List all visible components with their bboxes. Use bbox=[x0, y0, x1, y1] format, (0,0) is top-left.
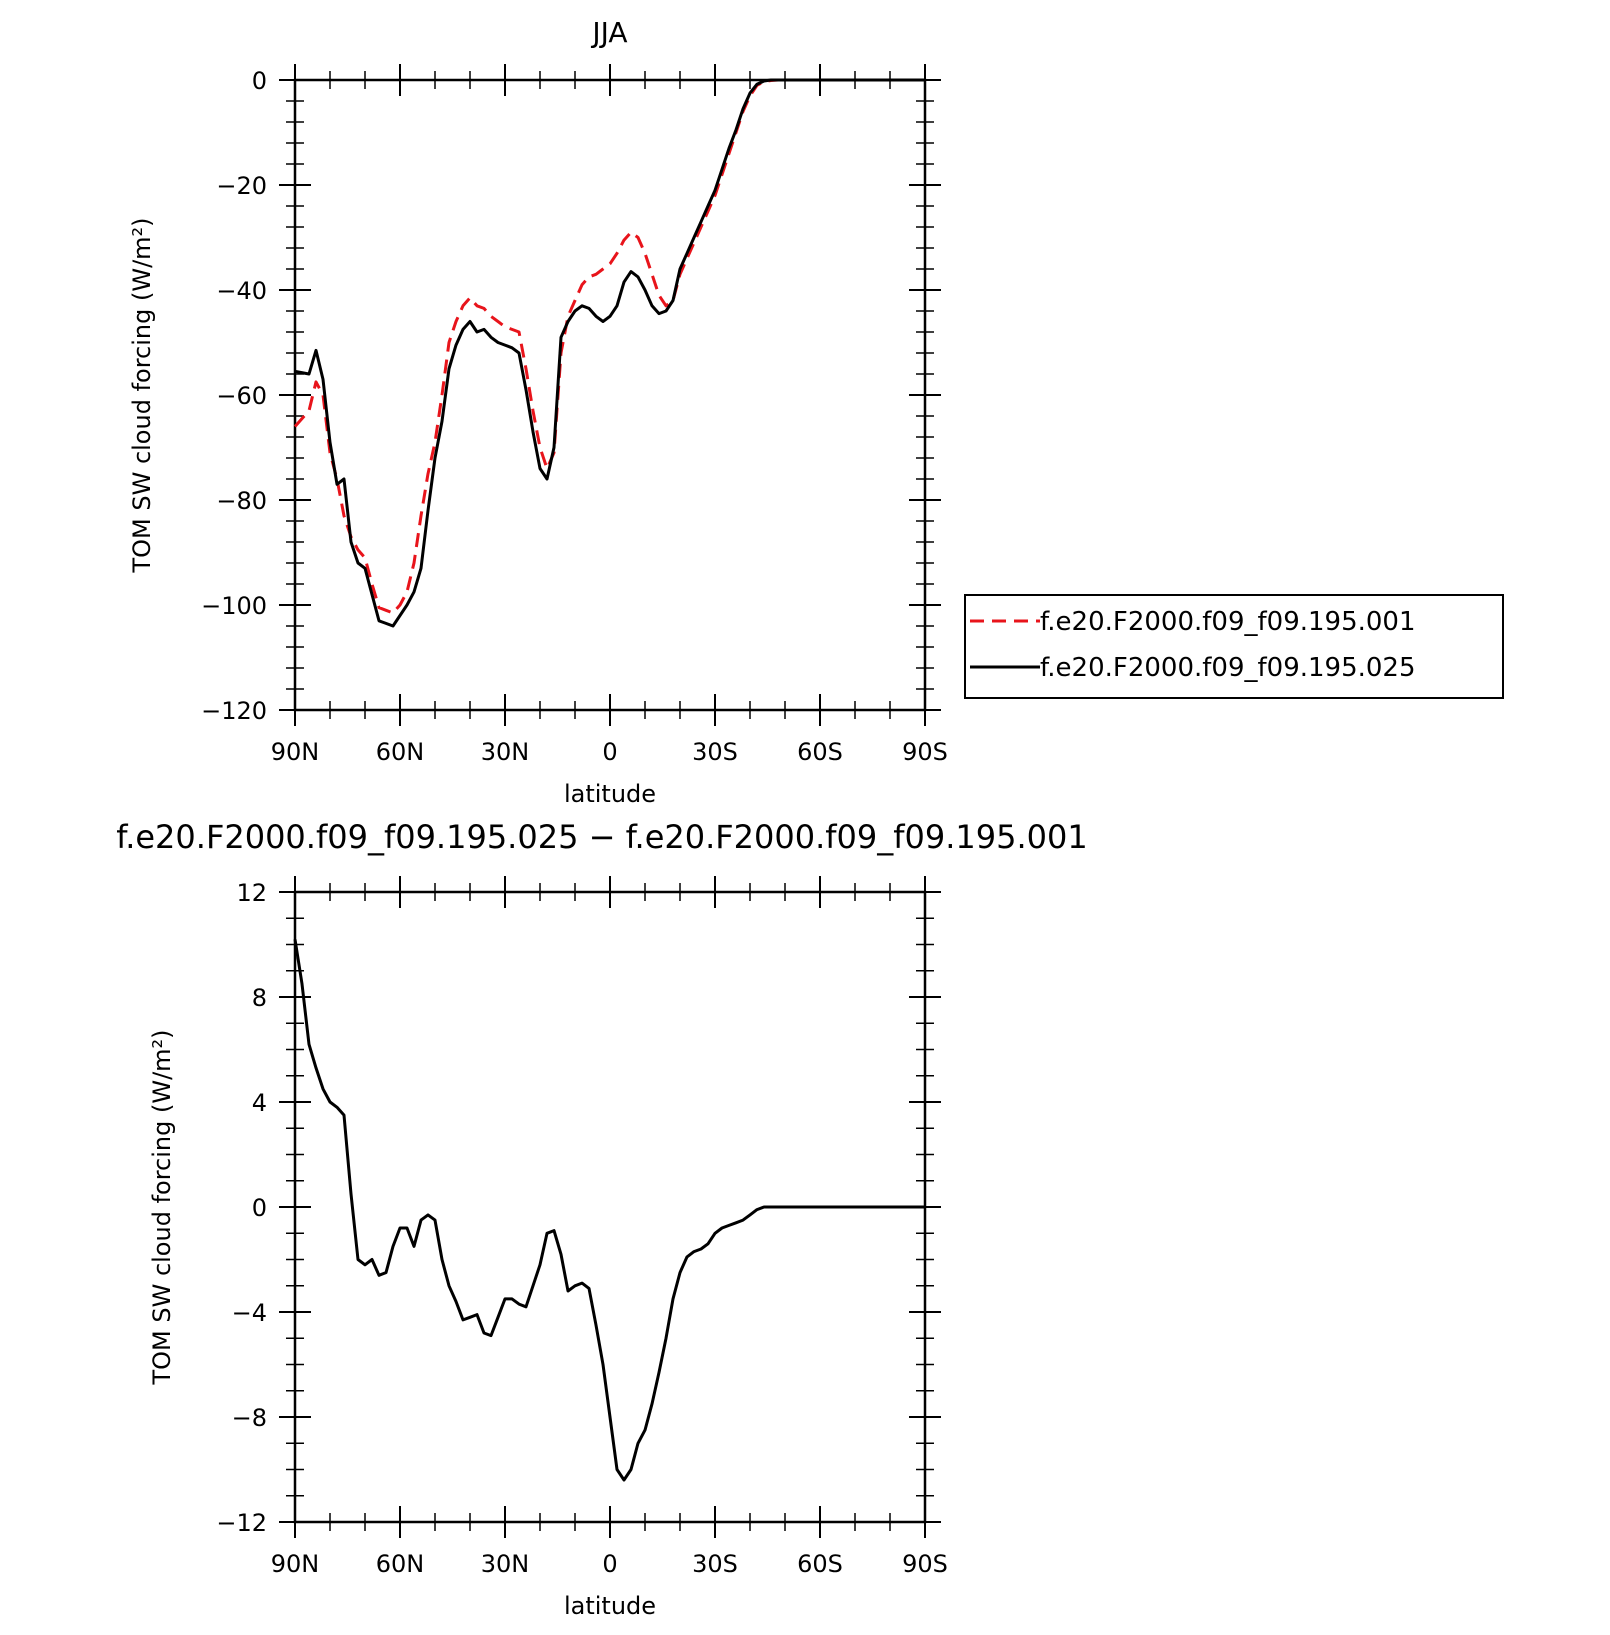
legend-label: f.e20.F2000.f09_f09.195.001 bbox=[1040, 607, 1416, 637]
y-tick-label: 0 bbox=[252, 67, 267, 95]
x-axis-label: latitude bbox=[564, 1592, 656, 1620]
y-tick-label: −100 bbox=[201, 592, 267, 620]
series-line-1 bbox=[293, 78, 925, 615]
x-tick-label: 90N bbox=[271, 1550, 320, 1578]
y-tick-label: −40 bbox=[216, 277, 267, 305]
x-tick-label: 60S bbox=[797, 1550, 843, 1578]
x-tick-label: 30N bbox=[481, 738, 530, 766]
x-axis-label: latitude bbox=[564, 780, 656, 808]
x-tick-label: 0 bbox=[602, 1550, 617, 1578]
chart-panel-2: f.e20.F2000.f09_f09.195.025 − f.e20.F200… bbox=[116, 818, 1088, 1620]
legend-box bbox=[964, 594, 1504, 699]
legend-label: f.e20.F2000.f09_f09.195.025 bbox=[1040, 653, 1416, 683]
y-axis-label: TOM SW cloud forcing (W/m²) bbox=[128, 217, 156, 573]
y-tick-label: 8 bbox=[252, 984, 267, 1012]
y-tick-label: 12 bbox=[236, 879, 267, 907]
series-line-2 bbox=[294, 78, 925, 628]
x-tick-label: 60S bbox=[797, 738, 843, 766]
legend: f.e20.F2000.f09_f09.195.001 f.e20.F2000.f… bbox=[964, 594, 1504, 699]
x-tick-label: 30S bbox=[692, 738, 738, 766]
x-tick-label: 0 bbox=[602, 738, 617, 766]
y-axis-label: TOM SW cloud forcing (W/m²) bbox=[148, 1029, 176, 1385]
y-tick-label: −20 bbox=[216, 172, 267, 200]
y-tick-label: −12 bbox=[216, 1509, 267, 1537]
x-tick-label: 60N bbox=[376, 1550, 425, 1578]
y-tick-label: −120 bbox=[201, 697, 267, 725]
y-tick-label: −8 bbox=[232, 1404, 267, 1432]
x-tick-label: 90S bbox=[902, 738, 948, 766]
y-tick-label: 4 bbox=[252, 1089, 267, 1117]
x-tick-label: 60N bbox=[376, 738, 425, 766]
y-tick-label: −60 bbox=[216, 382, 267, 410]
series-line-1 bbox=[293, 939, 925, 1482]
y-tick-label: −4 bbox=[232, 1299, 267, 1327]
plot-frame bbox=[293, 78, 927, 712]
x-tick-label: 90N bbox=[271, 738, 320, 766]
x-tick-label: 90S bbox=[902, 1550, 948, 1578]
x-tick-label: 30S bbox=[692, 1550, 738, 1578]
y-tick-label: −80 bbox=[216, 487, 267, 515]
chart-title: JJA bbox=[590, 16, 627, 49]
chart-title: f.e20.F2000.f09_f09.195.025 − f.e20.F200… bbox=[116, 818, 1088, 856]
y-tick-label: 0 bbox=[252, 1194, 267, 1222]
x-tick-label: 30N bbox=[481, 1550, 530, 1578]
